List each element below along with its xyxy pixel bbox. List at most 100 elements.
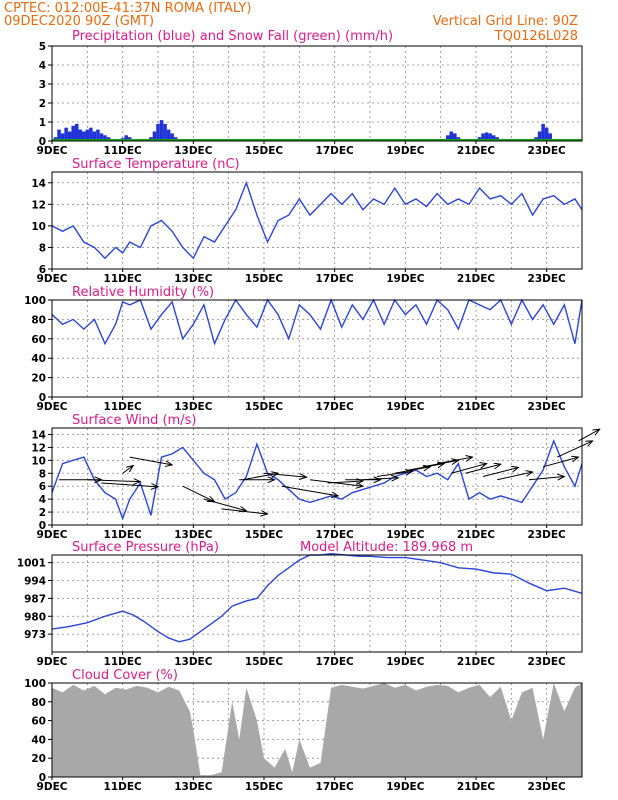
wind-xtick-label: 13DEC [174, 529, 213, 541]
wind-arrow [497, 472, 532, 481]
pressure-ytick-label: 994 [24, 576, 46, 588]
precip-xtick-label: 21DEC [457, 145, 496, 157]
precip-bar [124, 135, 128, 141]
run-date: 09DEC2020 90Z (GMT) [4, 14, 154, 29]
pressure-xtick-label: 21DEC [457, 656, 496, 668]
wind-xtick-label: 11DEC [104, 529, 143, 541]
humidity-ytick-label: 80 [31, 314, 46, 326]
precip-bar [99, 133, 104, 141]
wind-arrow [182, 485, 215, 502]
wind-xtick-label: 17DEC [316, 529, 355, 541]
temperature-frame [51, 171, 583, 270]
grid-line-note: Vertical Grid Line: 90Z [433, 14, 578, 29]
wind-xtick-label: 9DEC [37, 529, 68, 541]
precip-bar [537, 131, 542, 141]
pressure-xtick-label: 9DEC [37, 656, 68, 668]
wind-arrow [281, 485, 339, 496]
precip-ytick-label: 5 [39, 41, 46, 53]
precip-xtick-label: 13DEC [174, 145, 213, 157]
pressure-ytick-label: 973 [24, 629, 46, 641]
precip-xtick-label: 17DEC [316, 145, 355, 157]
humidity-xtick-label: 13DEC [174, 401, 213, 413]
precip-bar [491, 135, 496, 141]
humidity-panel: 0 20 40 60 80 100 9DEC 11DEC 13DEC 15DEC 17DEC 19DE… [24, 295, 583, 413]
precip-bar [481, 133, 485, 141]
precip-bar [166, 129, 171, 141]
model-code: TQ0126L028 [494, 29, 578, 44]
pressure-xtick-label: 15DEC [245, 656, 284, 668]
wind-arrow [528, 477, 564, 480]
precip-bar [92, 131, 97, 141]
precip-bar [484, 132, 489, 141]
precip-bar [57, 129, 61, 141]
cloud-ytick-label: 100 [24, 678, 46, 690]
temperature-ytick-label: 6 [39, 264, 46, 276]
precip-panel: 0 1 2 3 4 5 9DEC 11DEC 13DEC 15DEC 17DEC 19DEC 21DEC… [37, 41, 583, 157]
humidity-ytick-label: 0 [39, 392, 46, 404]
precip-xtick-label: 19DEC [386, 145, 425, 157]
temperature-ytick-label: 10 [31, 221, 46, 233]
wind-ytick-label: 12 [31, 442, 46, 454]
precip-bar [67, 131, 72, 141]
precip-bar [544, 127, 549, 141]
wind-xtick-label: 23DEC [528, 529, 567, 541]
wind-arrow [482, 467, 518, 477]
wind-line [51, 438, 583, 521]
pressure-xtick-label: 13DEC [174, 656, 213, 668]
temperature-ytick-label: 8 [39, 242, 46, 254]
humidity-xtick-label: 17DEC [316, 401, 355, 413]
wind-frame [51, 427, 583, 526]
pressure-ytick-label: 1001 [17, 558, 46, 570]
wind-ytick-label: 14 [31, 429, 46, 441]
precip-title: Precipitation (blue) and Snow Fall (gree… [72, 29, 393, 44]
precip-bar [156, 123, 160, 141]
cloud-panel: 0 20 40 60 80 100 9DEC 11DEC 13DEC 15DEC 17DEC 19DE… [24, 678, 583, 793]
temperature-xtick-label: 17DEC [316, 273, 355, 285]
pressure-xtick-label: 19DEC [386, 656, 425, 668]
cloud-ytick-label: 80 [31, 697, 46, 709]
temperature-xtick-label: 23DEC [528, 273, 567, 285]
cloud-ytick-label: 40 [31, 734, 46, 746]
pressure-ytick-label: 987 [24, 593, 46, 605]
wind-ytick-label: 10 [31, 455, 46, 467]
wind-arrow [362, 478, 398, 480]
temperature-xtick-label: 15DEC [245, 273, 284, 285]
humidity-xtick-label: 19DEC [386, 401, 425, 413]
wind-ytick-label: 8 [39, 468, 46, 480]
precip-bar [85, 129, 90, 141]
precip-xtick-label: 9DEC [37, 145, 68, 157]
pressure-xtick-label: 23DEC [528, 656, 567, 668]
cloud-xtick-label: 19DEC [386, 781, 425, 793]
cloud-ytick-label: 20 [31, 753, 46, 765]
pressure-title: Surface Pressure (hPa) [72, 540, 219, 555]
precip-bar [78, 129, 83, 141]
temperature-panel: 6 8 10 12 14 9DEC 11DEC 13DEC 15DEC 17DEC 19DEC 21D… [31, 171, 583, 285]
precip-bar [82, 131, 86, 141]
precip-ytick-label: 4 [39, 60, 46, 72]
wind-arrow [394, 467, 430, 474]
precip-bar [159, 120, 164, 141]
precip-bar [170, 133, 174, 141]
cloud-ytick-label: 0 [39, 772, 46, 784]
cloud-title: Cloud Cover (%) [72, 668, 178, 683]
wind-title: Surface Wind (m/s) [72, 413, 196, 428]
cloud-xtick-label: 15DEC [245, 781, 284, 793]
humidity-xtick-label: 15DEC [245, 401, 284, 413]
pressure-xtick-label: 17DEC [316, 656, 355, 668]
wind-ytick-label: 2 [39, 507, 46, 519]
cloud-xtick-label: 13DEC [174, 781, 213, 793]
precip-bar [60, 133, 65, 141]
precip-bar [541, 123, 545, 141]
precip-xtick-label: 11DEC [104, 145, 143, 157]
wind-xtick-label: 19DEC [386, 529, 425, 541]
precip-ytick-label: 0 [39, 136, 46, 148]
precip-bar [548, 133, 552, 141]
precip-bar [96, 129, 100, 141]
humidity-ytick-label: 60 [31, 334, 46, 346]
cloud-ytick-label: 60 [31, 716, 46, 728]
cloud-frame [51, 682, 583, 778]
precip-bar [103, 135, 107, 141]
pressure-line [51, 553, 583, 643]
precip-bar [453, 133, 457, 141]
